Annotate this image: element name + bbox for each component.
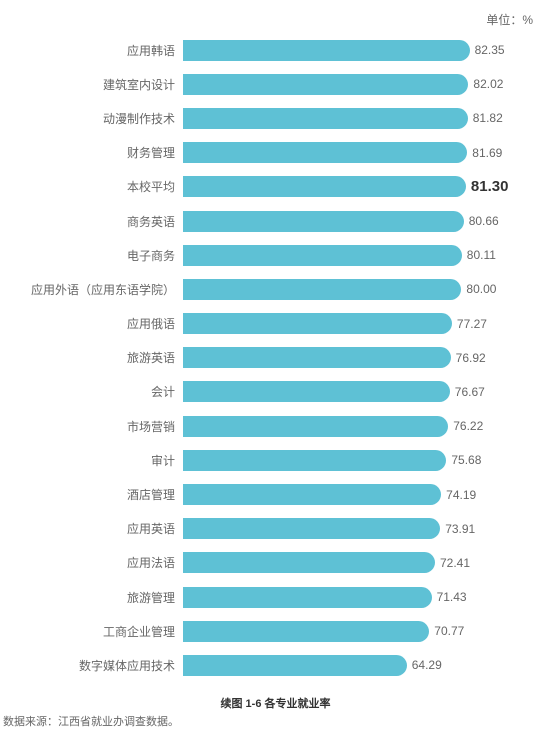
category-label: 动漫制作技术 xyxy=(0,110,183,127)
category-label: 应用英语 xyxy=(0,520,183,537)
category-label: 工商企业管理 xyxy=(0,623,183,640)
bar-row: 应用英语 73.91 xyxy=(0,512,551,546)
bar-value: 64.29 xyxy=(412,658,442,672)
bar-row: 应用法语 72.41 xyxy=(0,546,551,580)
bar-value: 81.30 xyxy=(471,178,509,195)
bar-row: 会计 76.67 xyxy=(0,375,551,409)
bar xyxy=(183,518,440,539)
bar-row: 旅游管理 71.43 xyxy=(0,580,551,614)
bar-container: 76.22 xyxy=(183,409,551,443)
bar-container: 76.92 xyxy=(183,341,551,375)
bar xyxy=(183,347,451,368)
bar-value: 70.77 xyxy=(434,624,464,638)
bar-row: 旅游英语 76.92 xyxy=(0,341,551,375)
bar-container: 82.02 xyxy=(183,67,551,101)
category-label: 建筑室内设计 xyxy=(0,76,183,93)
bar-row: 工商企业管理 70.77 xyxy=(0,614,551,648)
bar xyxy=(183,655,407,676)
bar-row: 本校平均 81.30 xyxy=(0,170,551,204)
bar-container: 76.67 xyxy=(183,375,551,409)
category-label: 本校平均 xyxy=(0,178,183,195)
bar-value: 76.22 xyxy=(453,419,483,433)
bar-value: 82.35 xyxy=(475,43,505,57)
bar-row: 动漫制作技术 81.82 xyxy=(0,101,551,135)
category-label: 商务英语 xyxy=(0,213,183,230)
category-label: 旅游英语 xyxy=(0,349,183,366)
bar xyxy=(183,108,468,129)
bar-row: 应用俄语 77.27 xyxy=(0,307,551,341)
bar xyxy=(183,552,435,573)
bar-value: 72.41 xyxy=(440,556,470,570)
bar-container: 73.91 xyxy=(183,512,551,546)
bar xyxy=(183,142,467,163)
category-label: 应用外语（应用东语学院） xyxy=(0,281,183,298)
category-label: 酒店管理 xyxy=(0,486,183,503)
category-label: 应用俄语 xyxy=(0,315,183,332)
bar-value: 76.92 xyxy=(456,351,486,365)
bar-row: 市场营销 76.22 xyxy=(0,409,551,443)
bar xyxy=(183,74,468,95)
category-label: 应用韩语 xyxy=(0,42,183,59)
bar-container: 75.68 xyxy=(183,443,551,477)
bar xyxy=(183,621,429,642)
bar-container: 72.41 xyxy=(183,546,551,580)
bar-value: 73.91 xyxy=(445,522,475,536)
bar-value: 74.19 xyxy=(446,488,476,502)
bar-container: 81.82 xyxy=(183,101,551,135)
bar xyxy=(183,245,462,266)
category-label: 旅游管理 xyxy=(0,589,183,606)
bar xyxy=(183,176,466,197)
bar-value: 71.43 xyxy=(437,590,467,604)
chart-caption: 续图 1-6 各专业就业率 xyxy=(0,695,551,711)
bar-value: 76.67 xyxy=(455,385,485,399)
bar xyxy=(183,484,441,505)
bar-value: 81.69 xyxy=(472,146,502,160)
bar-container: 71.43 xyxy=(183,580,551,614)
bar xyxy=(183,313,452,334)
bar xyxy=(183,211,464,232)
bar-chart: 应用韩语 82.35 建筑室内设计 82.02 动漫制作技术 81.82 财务管理 81.69… xyxy=(0,33,551,683)
bar-row: 商务英语 80.66 xyxy=(0,204,551,238)
bar xyxy=(183,587,432,608)
bar-value: 80.66 xyxy=(469,214,499,228)
category-label: 应用法语 xyxy=(0,554,183,571)
category-label: 电子商务 xyxy=(0,247,183,264)
bar-row: 财务管理 81.69 xyxy=(0,136,551,170)
bar xyxy=(183,40,470,61)
bar-container: 77.27 xyxy=(183,307,551,341)
bar-row: 电子商务 80.11 xyxy=(0,238,551,272)
bar-value: 80.11 xyxy=(467,248,496,262)
unit-label: 单位：% xyxy=(486,11,533,28)
bar-container: 74.19 xyxy=(183,477,551,511)
category-label: 财务管理 xyxy=(0,144,183,161)
bar-row: 应用外语（应用东语学院） 80.00 xyxy=(0,272,551,306)
bar xyxy=(183,279,461,300)
bar-value: 77.27 xyxy=(457,317,487,331)
bar-container: 64.29 xyxy=(183,648,551,682)
bar xyxy=(183,450,446,471)
bar-value: 81.82 xyxy=(473,111,503,125)
bar-container: 82.35 xyxy=(183,33,551,67)
bar-value: 82.02 xyxy=(473,77,503,91)
bar-container: 80.66 xyxy=(183,204,551,238)
bar-container: 80.00 xyxy=(183,272,551,306)
category-label: 审计 xyxy=(0,452,183,469)
category-label: 会计 xyxy=(0,383,183,400)
bar-container: 81.30 xyxy=(183,170,551,204)
bar-row: 应用韩语 82.35 xyxy=(0,33,551,67)
category-label: 数字媒体应用技术 xyxy=(0,657,183,674)
bar-value: 75.68 xyxy=(451,453,481,467)
bar-row: 建筑室内设计 82.02 xyxy=(0,67,551,101)
category-label: 市场营销 xyxy=(0,418,183,435)
bar-value: 80.00 xyxy=(466,282,496,296)
bar xyxy=(183,416,448,437)
bar-row: 酒店管理 74.19 xyxy=(0,477,551,511)
bar-container: 81.69 xyxy=(183,136,551,170)
bar-row: 数字媒体应用技术 64.29 xyxy=(0,648,551,682)
bar-container: 70.77 xyxy=(183,614,551,648)
bar-row: 审计 75.68 xyxy=(0,443,551,477)
bar-container: 80.11 xyxy=(183,238,551,272)
bar xyxy=(183,381,450,402)
